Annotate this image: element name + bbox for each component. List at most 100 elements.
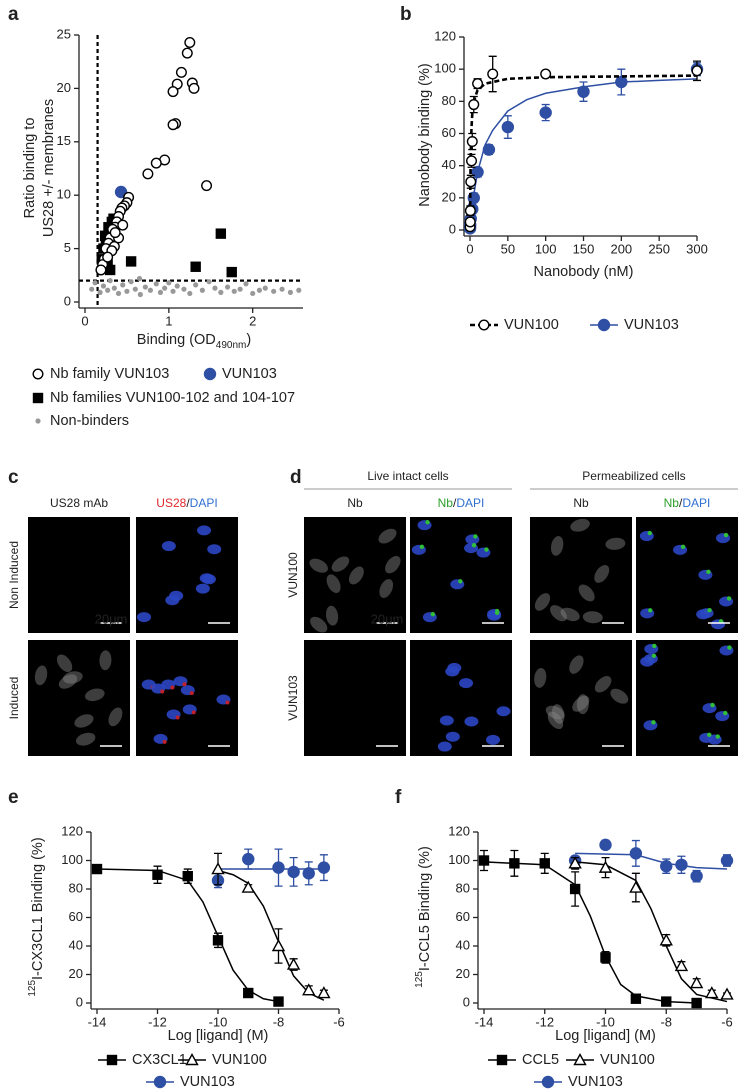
stain [727, 645, 732, 650]
point [296, 287, 302, 293]
point [203, 367, 217, 381]
panel-letter: b [400, 4, 412, 25]
point [241, 880, 255, 893]
stain [484, 547, 489, 552]
y-tick-label: 40 [442, 157, 456, 172]
label-part: ) [246, 332, 251, 348]
point [279, 286, 285, 292]
y-tick-label: 60 [456, 909, 470, 924]
y-tick-label: 15 [57, 133, 71, 148]
cell [331, 556, 350, 572]
nucleus [195, 583, 210, 594]
stain [471, 542, 477, 548]
cell [325, 605, 339, 626]
cell [108, 707, 123, 727]
point [573, 1053, 587, 1066]
row-title: VUN100 [286, 552, 300, 598]
legend-label: VUN100 [504, 317, 559, 333]
nucleus [445, 731, 460, 742]
micrograph [28, 517, 130, 633]
stain [652, 643, 657, 649]
stain [225, 700, 230, 705]
point [212, 285, 218, 291]
label-part: DAPI [682, 496, 710, 510]
point [286, 957, 301, 970]
point [496, 1054, 508, 1066]
nucleus [464, 716, 479, 727]
point [142, 168, 154, 180]
axis-label: Log [ligand] (M) [555, 1028, 656, 1044]
nucleus [486, 734, 501, 745]
point [190, 261, 201, 272]
axis-label: Binding (OD490nm) [137, 332, 251, 351]
point [471, 165, 484, 179]
x-tick-label: -10 [596, 1014, 615, 1029]
point [215, 228, 227, 239]
point [478, 319, 490, 331]
point [691, 65, 703, 77]
point [226, 266, 237, 278]
label-part: Nb [664, 496, 680, 510]
cell [576, 694, 589, 715]
cell [58, 674, 78, 689]
label-part: I-CCL5 Binding (%) [417, 846, 433, 971]
point [541, 1075, 555, 1089]
y-tick-label: 20 [442, 189, 456, 204]
stain [160, 689, 165, 694]
point [117, 219, 129, 231]
stain [647, 608, 653, 613]
y-tick-label: 120 [448, 823, 470, 838]
point [175, 66, 187, 78]
column-title: Nb [573, 496, 589, 510]
point [124, 288, 130, 294]
cell [570, 518, 590, 532]
legend-label: VUN100 [212, 1052, 267, 1068]
x-tick-label: 0 [81, 313, 88, 328]
panel-letter: a [8, 4, 19, 25]
x-tick-label: -8 [660, 1014, 672, 1029]
stain [430, 611, 436, 617]
point [142, 284, 148, 290]
axis-label: US28 +/- membranes [41, 99, 57, 237]
y-tick-label: 100 [61, 852, 83, 867]
point [478, 855, 490, 866]
x-tick-label: -14 [475, 1014, 494, 1029]
point [105, 287, 111, 293]
point [674, 958, 689, 972]
nucleus [496, 706, 511, 717]
point [153, 1075, 167, 1089]
cell [552, 704, 565, 724]
point [167, 86, 179, 98]
y-tick-label: 100 [448, 852, 470, 867]
point [166, 280, 172, 286]
point [237, 286, 243, 292]
point [660, 860, 673, 873]
point [137, 291, 143, 298]
x-tick-label: 1 [165, 313, 172, 328]
cell [85, 688, 105, 702]
label-part: DAPI [456, 496, 484, 510]
point [629, 847, 643, 860]
point [272, 861, 285, 874]
stain [715, 734, 720, 739]
point [690, 869, 703, 883]
point [193, 282, 199, 288]
point [466, 155, 478, 167]
cell [547, 711, 564, 730]
legend-label: Nb families VUN100-102 and 104-107 [50, 390, 295, 406]
y-tick-label: 0 [76, 994, 83, 1009]
point [577, 85, 590, 98]
stain [710, 702, 715, 708]
x-tick-label: -14 [88, 1014, 107, 1029]
column-title: US28/DAPI [156, 496, 217, 510]
legend-label: CX3CL1 [132, 1052, 187, 1068]
point [317, 986, 331, 999]
point [598, 860, 613, 873]
point [465, 176, 477, 188]
stain [647, 530, 653, 536]
nucleus [439, 715, 454, 726]
nucleus [169, 590, 184, 601]
point [107, 278, 113, 284]
point [468, 99, 480, 111]
cell [550, 605, 567, 622]
